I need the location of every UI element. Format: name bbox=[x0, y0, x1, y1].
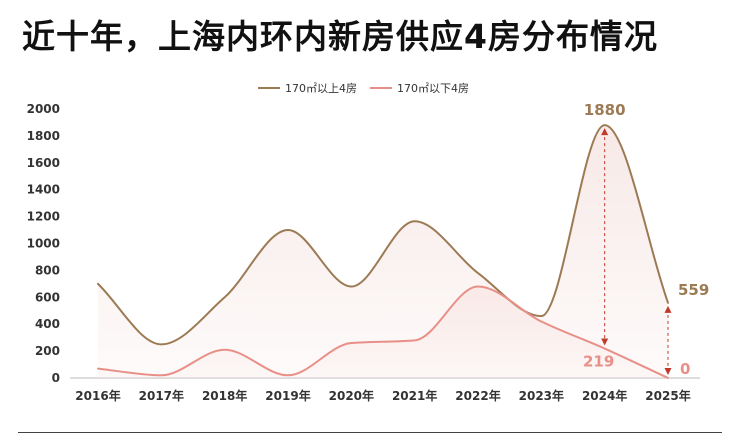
y-tick-label: 1600 bbox=[27, 156, 60, 170]
legend-label: 170㎡以下4房 bbox=[397, 82, 469, 95]
y-tick-label: 2000 bbox=[27, 102, 60, 116]
y-tick-label: 1000 bbox=[27, 237, 60, 251]
x-tick-label: 2017年 bbox=[139, 388, 184, 403]
guide-arrowhead-down bbox=[664, 368, 672, 375]
data-label: 0 bbox=[680, 360, 690, 378]
x-tick-label: 2018年 bbox=[202, 388, 247, 403]
series-line-1 bbox=[97, 124, 669, 346]
data-label: 559 bbox=[678, 281, 709, 299]
y-tick-label: 1800 bbox=[27, 129, 60, 143]
series-line-2 bbox=[97, 285, 669, 379]
y-tick-label: 600 bbox=[35, 290, 60, 304]
y-tick-label: 200 bbox=[35, 344, 60, 358]
guide-arrowhead-up bbox=[664, 305, 672, 313]
x-tick-label: 2016年 bbox=[75, 388, 120, 403]
series-area-2 bbox=[98, 286, 668, 378]
x-tick-label: 2021年 bbox=[392, 388, 437, 403]
guide-arrowhead-down bbox=[601, 338, 609, 346]
chart-title: 近十年，上海内环内新房供应4房分布情况 bbox=[22, 17, 658, 56]
legend-label: 170㎡以上4房 bbox=[285, 82, 357, 95]
x-tick-label: 2024年 bbox=[582, 388, 627, 403]
y-tick-label: 400 bbox=[35, 317, 60, 331]
x-tick-label: 2025年 bbox=[645, 388, 690, 403]
legend: 170㎡以上4房 170㎡以下4房 bbox=[258, 82, 469, 95]
x-tick-label: 2022年 bbox=[455, 388, 500, 403]
guide-arrowhead-up bbox=[601, 128, 609, 136]
x-tick-label: 2023年 bbox=[519, 388, 564, 403]
data-label: 1880 bbox=[584, 101, 626, 119]
y-tick-label: 0 bbox=[52, 371, 60, 385]
data-label: 219 bbox=[583, 353, 614, 371]
y-tick-label: 800 bbox=[35, 263, 60, 277]
y-tick-label: 1400 bbox=[27, 183, 60, 197]
x-tick-label: 2020年 bbox=[329, 388, 374, 403]
y-tick-label: 1200 bbox=[27, 210, 60, 224]
bottom-divider bbox=[18, 432, 722, 433]
x-tick-label: 2019年 bbox=[265, 388, 310, 403]
